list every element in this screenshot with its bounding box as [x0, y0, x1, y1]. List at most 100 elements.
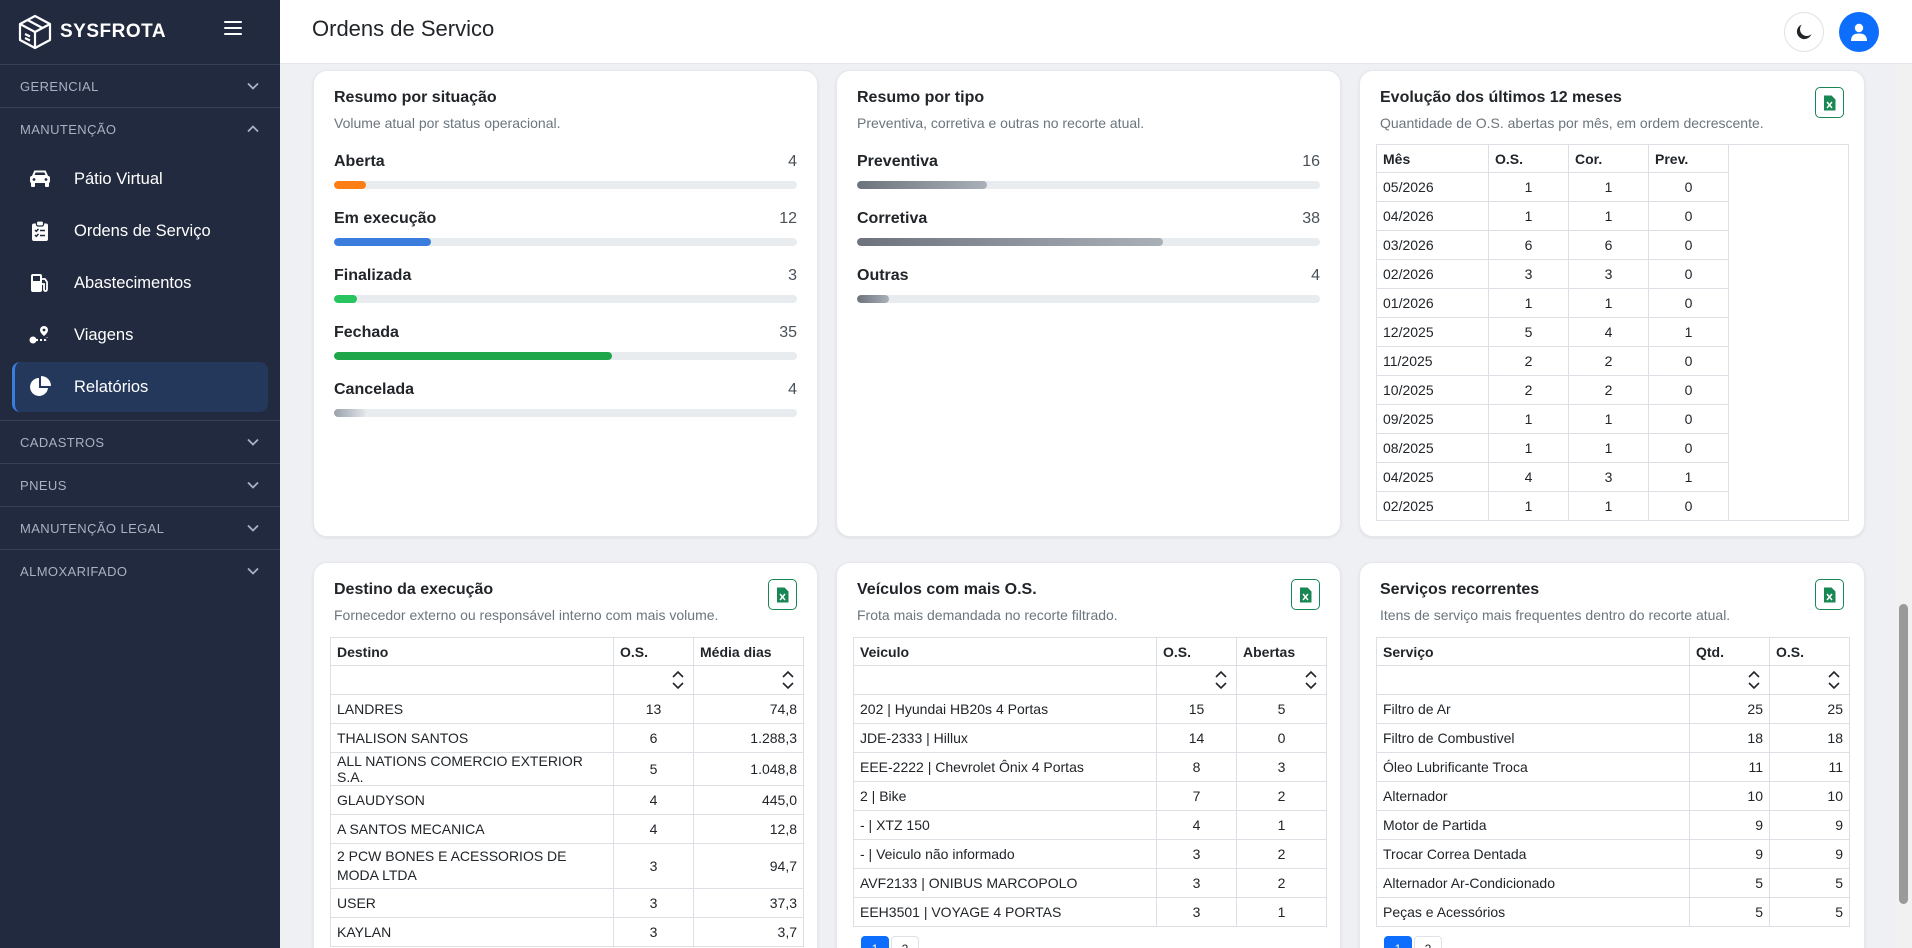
sidebar-item-patio-virtual[interactable]: Pátio Virtual [12, 154, 268, 204]
sidebar-section-almoxarifado[interactable]: ALMOXARIFADO [0, 549, 280, 592]
table-row[interactable]: - | Veiculo não informado 3 2 [853, 839, 1327, 869]
table-cell: ALL NATIONS COMERCIO EXTERIOR S.A. [330, 752, 614, 786]
chevron-down-icon [246, 478, 260, 492]
sidebar: SYSFROTA GERENCIAL MANUTENÇÃO Pátio Virtua… [0, 0, 280, 948]
table-cell: 202 | Hyundai HB20s 4 Portas [853, 694, 1157, 724]
table-row[interactable]: Trocar Correa Dentada 9 9 [1376, 839, 1850, 869]
table-row[interactable]: 03/2026 6 6 0 [1376, 230, 1729, 260]
export-excel-button[interactable] [1815, 579, 1844, 610]
table-row[interactable]: 11/2025 2 2 0 [1376, 346, 1729, 376]
column-header[interactable]: Média dias [693, 637, 804, 666]
progress-fill [334, 295, 358, 303]
table-row[interactable]: Motor de Partida 9 9 [1376, 810, 1850, 840]
table-row[interactable]: 09/2025 1 1 0 [1376, 404, 1729, 434]
column-header[interactable]: O.S. [1769, 637, 1850, 666]
table-row[interactable]: Alternador 10 10 [1376, 781, 1850, 811]
column-header[interactable]: Veiculo [853, 637, 1157, 666]
table-row[interactable]: Peças e Acessórios 5 5 [1376, 897, 1850, 927]
column-header[interactable]: Destino [330, 637, 614, 666]
table-row[interactable]: 02/2025 1 1 0 [1376, 491, 1729, 521]
table-row[interactable]: 202 | Hyundai HB20s 4 Portas 15 5 [853, 694, 1327, 724]
table-row[interactable]: 01/2026 1 1 0 [1376, 288, 1729, 318]
page-button-1[interactable]: 1 [1384, 936, 1412, 948]
scrollbar-thumb[interactable] [1899, 604, 1908, 904]
sort-toggle[interactable] [693, 665, 804, 695]
table-cell: 1 [1488, 201, 1569, 231]
progress-track [334, 295, 797, 303]
sidebar-section-pneus[interactable]: PNEUS [0, 463, 280, 506]
table-row[interactable]: AVF2133 | ONIBUS MARCOPOLO 3 2 [853, 868, 1327, 898]
table-cell: 2 [1236, 868, 1327, 898]
table-row[interactable]: 08/2025 1 1 0 [1376, 433, 1729, 463]
export-excel-button[interactable] [1291, 579, 1320, 610]
sort-toggle[interactable] [1769, 665, 1850, 695]
table-row[interactable]: 05/2026 1 1 0 [1376, 172, 1729, 202]
page-button-1[interactable]: 1 [861, 936, 889, 948]
theme-toggle-button[interactable] [1784, 12, 1824, 52]
table-row[interactable]: USER 3 37,3 [330, 888, 804, 918]
sort-toggle[interactable] [613, 665, 694, 695]
table-row[interactable]: KAYLAN 3 3,7 [330, 917, 804, 947]
table-cell: 6 [613, 723, 694, 753]
user-avatar-button[interactable] [1839, 12, 1879, 52]
sidebar-item-viagens[interactable]: Viagens [12, 310, 268, 360]
sidebar-section-manutencao[interactable]: MANUTENÇÃO [0, 107, 280, 150]
table-row[interactable]: 04/2025 4 3 1 [1376, 462, 1729, 492]
table-row[interactable]: EEH3501 | VOYAGE 4 PORTAS 3 1 [853, 897, 1327, 927]
table-cell: 2 [1488, 375, 1569, 405]
page-button-2[interactable]: 2 [1414, 936, 1442, 948]
table-row[interactable]: LANDRES 13 74,8 [330, 694, 804, 724]
table-row[interactable]: Óleo Lubrificante Troca 11 11 [1376, 752, 1850, 782]
page-button-2[interactable]: 2 [891, 936, 919, 948]
sort-toggle[interactable] [1689, 665, 1770, 695]
table-row[interactable]: Filtro de Combustivel 18 18 [1376, 723, 1850, 753]
column-header[interactable]: O.S. [1488, 144, 1569, 173]
table-cell: 6 [1488, 230, 1569, 260]
column-header[interactable]: Qtd. [1689, 637, 1770, 666]
sidebar-item-relatorios[interactable]: Relatórios [12, 362, 268, 412]
page-scrollbar[interactable] [1895, 64, 1912, 948]
table-row[interactable]: Alternador Ar-Condicionado 5 5 [1376, 868, 1850, 898]
table-row[interactable]: JDE-2333 | Hillux 14 0 [853, 723, 1327, 753]
table-row[interactable]: 12/2025 5 4 1 [1376, 317, 1729, 347]
table-row[interactable]: THALISON SANTOS 6 1.288,3 [330, 723, 804, 753]
sort-toggle[interactable] [1236, 665, 1327, 695]
export-excel-button[interactable] [768, 579, 797, 610]
table-cell: EEH3501 | VOYAGE 4 PORTAS [853, 897, 1157, 927]
table-row[interactable]: Filtro de Ar 25 25 [1376, 694, 1850, 724]
table-cell: Peças e Acessórios [1376, 897, 1690, 927]
column-header[interactable]: Abertas [1236, 637, 1327, 666]
column-header[interactable]: O.S. [1156, 637, 1237, 666]
table-cell: 2 [1236, 839, 1327, 869]
column-header[interactable]: Prev. [1648, 144, 1729, 173]
table-cell: 09/2025 [1376, 404, 1489, 434]
sort-toggle[interactable] [1156, 665, 1237, 695]
table-cell: 11 [1769, 752, 1850, 782]
sort-arrows-icon [1747, 669, 1761, 691]
table-row[interactable]: 10/2025 2 2 0 [1376, 375, 1729, 405]
table-cell: 5 [613, 752, 694, 786]
table-row[interactable]: GLAUDYSON 4 445,0 [330, 785, 804, 815]
column-header[interactable]: Serviço [1376, 637, 1690, 666]
table-row[interactable]: 2 PCW BONES E ACESSORIOS DE MODA LTDA 3 94… [330, 843, 804, 889]
column-header[interactable]: O.S. [613, 637, 694, 666]
table-row[interactable]: EEE-2222 | Chevrolet Ônix 4 Portas 8 3 [853, 752, 1327, 782]
sidebar-item-abastecimentos[interactable]: Abastecimentos [12, 258, 268, 308]
table-cell: 25 [1689, 694, 1770, 724]
export-excel-button[interactable] [1815, 87, 1844, 118]
column-header[interactable]: Mês [1376, 144, 1489, 173]
table-row[interactable]: 2 | Bike 7 2 [853, 781, 1327, 811]
table-row[interactable]: ALL NATIONS COMERCIO EXTERIOR S.A. 5 1.048… [330, 752, 804, 786]
sidebar-section-cadastros[interactable]: CADASTROS [0, 420, 280, 463]
table-cell: 9 [1689, 810, 1770, 840]
table-row[interactable]: - | XTZ 150 4 1 [853, 810, 1327, 840]
table-row[interactable]: A SANTOS MECANICA 4 12,8 [330, 814, 804, 844]
progress-fill [857, 295, 890, 303]
sidebar-section-manutencao-legal[interactable]: MANUTENÇÃO LEGAL [0, 506, 280, 549]
sidebar-item-ordens-de-servico[interactable]: Ordens de Serviço [12, 206, 268, 256]
hamburger-menu-icon[interactable] [224, 21, 242, 35]
column-header[interactable]: Cor. [1568, 144, 1649, 173]
table-row[interactable]: 04/2026 1 1 0 [1376, 201, 1729, 231]
table-row[interactable]: 02/2026 3 3 0 [1376, 259, 1729, 289]
sidebar-section-gerencial[interactable]: GERENCIAL [0, 64, 280, 107]
